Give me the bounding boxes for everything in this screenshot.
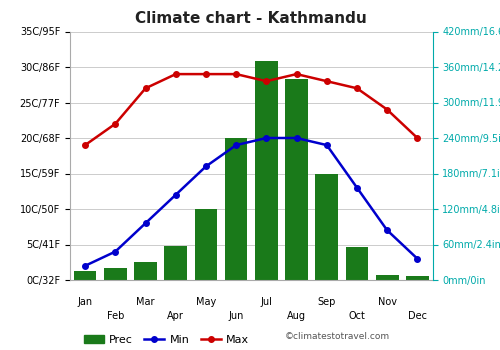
Title: Climate chart - Kathmandu: Climate chart - Kathmandu	[136, 11, 367, 26]
Text: Feb: Feb	[106, 310, 124, 321]
Text: Mar: Mar	[136, 297, 155, 307]
Bar	[134, 262, 157, 280]
Text: Jul: Jul	[260, 297, 272, 307]
Bar	[194, 209, 218, 280]
Bar	[164, 246, 187, 280]
Bar	[285, 79, 308, 280]
Legend: Prec, Min, Max: Prec, Min, Max	[79, 330, 254, 349]
Text: Nov: Nov	[378, 297, 396, 307]
Text: Jan: Jan	[78, 297, 92, 307]
Text: ©climatestotravel.com: ©climatestotravel.com	[285, 332, 390, 341]
Text: Dec: Dec	[408, 310, 427, 321]
Bar	[255, 61, 278, 280]
Bar	[74, 271, 96, 280]
Text: Apr: Apr	[168, 310, 184, 321]
Bar	[316, 174, 338, 280]
Bar	[104, 268, 126, 280]
Text: May: May	[196, 297, 216, 307]
Text: Jun: Jun	[228, 310, 244, 321]
Bar	[346, 247, 368, 280]
Bar	[376, 275, 398, 280]
Bar	[406, 276, 428, 280]
Text: Aug: Aug	[287, 310, 306, 321]
Bar	[225, 138, 248, 280]
Text: Sep: Sep	[318, 297, 336, 307]
Text: Oct: Oct	[348, 310, 366, 321]
